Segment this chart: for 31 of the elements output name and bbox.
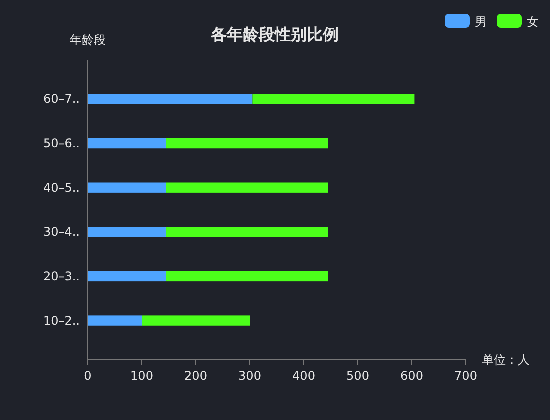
y-tick-label: 40–5.. [43, 180, 80, 195]
bar [88, 182, 166, 193]
x-tick-label: 500 [346, 369, 370, 383]
x-tick-label: 200 [184, 369, 208, 383]
bar [88, 94, 253, 104]
x-tick-label: 0 [84, 369, 92, 383]
bar [88, 316, 142, 326]
y-axis-title: 年龄段 [70, 33, 106, 47]
bar [166, 182, 328, 193]
x-tick-label: 400 [292, 369, 316, 383]
x-axis-title: 单位：人 [482, 353, 530, 367]
x-tick-label: 700 [454, 369, 478, 383]
legend-label: 女 [527, 15, 539, 29]
bar [252, 94, 415, 104]
y-tick-label: 20–3.. [43, 269, 80, 284]
x-tick-label: 600 [400, 369, 424, 383]
bar [88, 138, 166, 149]
y-tick-label: 50–6.. [43, 136, 80, 151]
x-tick-label: 100 [130, 369, 154, 383]
legend-label: 男 [475, 15, 487, 29]
bar [88, 227, 166, 238]
chart-title: 各年龄段性别比例 [210, 25, 339, 44]
bar [142, 316, 250, 326]
bar [166, 227, 328, 238]
x-tick-label: 300 [238, 369, 262, 383]
bar [166, 138, 328, 149]
bar [88, 271, 166, 282]
bar [166, 271, 328, 282]
y-tick-label: 30–4.. [43, 225, 80, 240]
y-tick-label: 60–7.. [43, 92, 80, 106]
y-tick-label: 10–2.. [43, 314, 80, 328]
